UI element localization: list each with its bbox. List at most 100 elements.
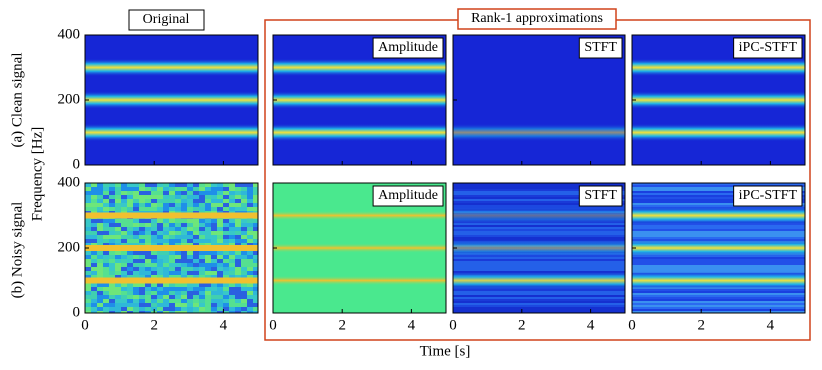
noise-cell [103,251,109,255]
noise-cell [151,191,157,195]
noise-cell [103,263,109,267]
noise-cell [235,267,241,271]
noise-cell [169,263,175,267]
noise-cell [187,239,193,243]
noise-cell [223,219,229,223]
noise-cell [235,187,241,191]
noise-cell [91,207,97,211]
noise-cell [187,231,193,235]
noise-cell [241,295,247,299]
panel-label-box [733,37,803,59]
noise-cell [169,271,175,275]
stripe [453,309,625,311]
noise-cell [85,255,91,259]
noise-cell [205,287,211,291]
noise-cell [199,235,205,239]
noise-cell [157,303,163,307]
stripe [453,233,625,235]
noise-cell [229,199,235,203]
noise-cell [253,307,258,311]
noise-cell [181,223,187,227]
noise-cell [247,239,253,243]
noise-cell [187,263,193,267]
noise-cell [121,271,127,275]
noise-cell [175,303,181,307]
noise-cell [199,187,205,191]
stripe [632,191,805,193]
noise-cell [151,291,157,295]
noise-cell [205,311,211,313]
noise-cell [109,251,115,255]
noise-cell [181,287,187,291]
noise-cell [253,311,258,313]
noise-cell [157,199,163,203]
noise-cell [253,287,258,291]
noise-cell [115,255,121,259]
band [85,91,258,109]
noise-cell [211,255,217,259]
noise-cell [223,191,229,195]
noise-cell [169,307,175,311]
noise-cell [223,275,229,279]
noise-cell [175,239,181,243]
noise-cell [241,291,247,295]
stripe [453,307,625,309]
noise-cell [127,231,133,235]
noise-cell [223,263,229,267]
noise-cell [103,283,109,287]
noise-cell [103,299,109,303]
noise-cell [235,263,241,267]
stripe [632,311,805,313]
stripe [632,201,805,203]
noise-cell [253,235,258,239]
noise-cell [139,195,145,199]
noise-cell [241,219,247,223]
noise-cell [193,183,199,187]
noise-cell [211,235,217,239]
band [632,206,805,225]
noise-cell [163,307,169,311]
noise-cell [223,223,229,227]
noise-cell [181,235,187,239]
noise-cell [211,267,217,271]
noise-cell [193,283,199,287]
noise-cell [235,231,241,235]
noise-cell [97,207,103,211]
noise-cell [91,287,97,291]
noise-cell [163,199,169,203]
stripe [632,291,805,293]
noise-cell [217,271,223,275]
noise-cell [181,203,187,207]
stripe [632,189,805,191]
noise-cell [217,303,223,307]
noise-cell [199,227,205,231]
x-tick-label: 4 [408,317,416,333]
noise-cell [217,223,223,227]
noise-cell [97,223,103,227]
noise-cell [247,227,253,231]
noise-cell [91,271,97,275]
band [273,58,446,77]
noise-cell [103,291,109,295]
noise-cell [145,267,151,271]
band [453,271,625,290]
noise-cell [223,291,229,295]
panel-label: iPC-STFT [739,188,798,203]
noise-cell [223,251,229,255]
noise-cell [253,231,258,235]
noise-cell [193,303,199,307]
noise-cell [187,299,193,303]
noise-cell [97,287,103,291]
noise-cell [253,195,258,199]
noise-cell [175,271,181,275]
noise-cell [217,187,223,191]
noise-cell [223,199,229,203]
panel-label: Amplitude [378,40,438,55]
noise-cell [133,259,139,263]
noise-cell [217,307,223,311]
noise-cell [91,259,97,263]
noise-cell [163,303,169,307]
stripe [632,289,805,291]
noise-cell [103,223,109,227]
heatmap [632,183,805,313]
